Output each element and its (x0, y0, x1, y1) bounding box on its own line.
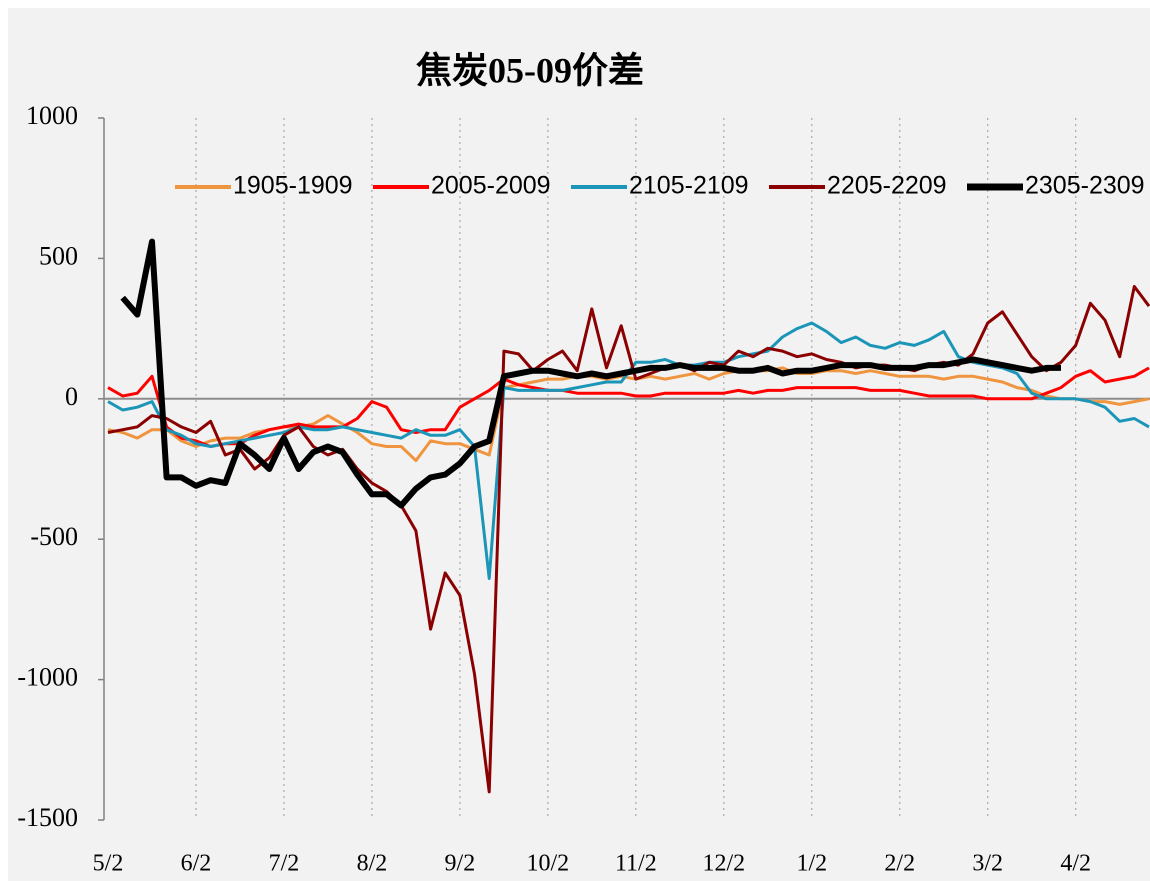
x-tick-label: 8/2 (357, 851, 388, 877)
x-tick-label: 1/2 (796, 851, 827, 877)
y-tick-label: 1000 (26, 101, 78, 130)
x-tick-label: 12/2 (702, 851, 745, 877)
x-tick-label: 4/2 (1060, 851, 1091, 877)
y-tick-label: 500 (39, 241, 78, 270)
y-tick-label: 0 (65, 382, 78, 411)
x-tick-label: 6/2 (181, 851, 212, 877)
legend-label: 1905-1909 (233, 172, 353, 200)
y-tick-label: -1500 (17, 803, 78, 832)
series-line (120, 238, 1061, 509)
legend-label: 2105-2109 (629, 172, 749, 200)
y-tick-label: -500 (30, 522, 78, 551)
series-line (107, 366, 1150, 448)
chart-title: 焦炭05-09价差 (416, 50, 644, 90)
legend-label: 2005-2009 (431, 172, 551, 200)
legend-label: 2305-2309 (1025, 172, 1145, 200)
x-tick-label: 7/2 (269, 851, 300, 877)
x-tick-label: 11/2 (615, 851, 657, 877)
x-tick-label: 5/2 (93, 851, 124, 877)
x-tick-label: 2/2 (884, 851, 915, 877)
x-tick-label: 9/2 (445, 851, 476, 877)
x-tick-label: 3/2 (972, 851, 1003, 877)
plot-background (8, 8, 1150, 881)
legend-label: 2205-2209 (827, 172, 947, 200)
y-tick-label: -1000 (17, 663, 78, 692)
x-tick-label: 10/2 (527, 851, 570, 877)
